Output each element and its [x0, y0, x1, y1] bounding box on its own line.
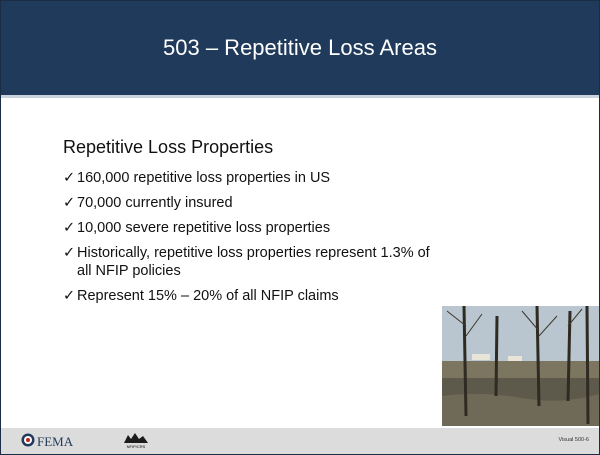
bullet-item: 160,000 repetitive loss properties in US	[63, 169, 433, 187]
bullet-item: Represent 15% – 20% of all NFIP claims	[63, 287, 433, 305]
bullet-item: Historically, repetitive loss properties…	[63, 244, 433, 280]
flood-photo	[442, 306, 599, 426]
fema-logo: FEMA	[37, 434, 73, 450]
dhs-seal	[21, 433, 35, 447]
bullet-list: 160,000 repetitive loss properties in US…	[63, 169, 433, 312]
footer-band: FEMA NFIP/CRS Visual 500-6	[1, 428, 599, 454]
bullet-item: 70,000 currently insured	[63, 194, 433, 212]
nfip-logo	[123, 431, 149, 444]
bullet-item: 10,000 severe repetitive loss properties	[63, 219, 433, 237]
header-band: 503 – Repetitive Loss Areas	[1, 1, 599, 98]
section-heading: Repetitive Loss Properties	[63, 137, 273, 158]
slide: 503 – Repetitive Loss Areas Repetitive L…	[0, 0, 600, 455]
visual-number: Visual 500-6	[559, 437, 589, 443]
nfip-label: NFIP/CRS	[123, 444, 149, 449]
slide-title: 503 – Repetitive Loss Areas	[1, 35, 599, 61]
